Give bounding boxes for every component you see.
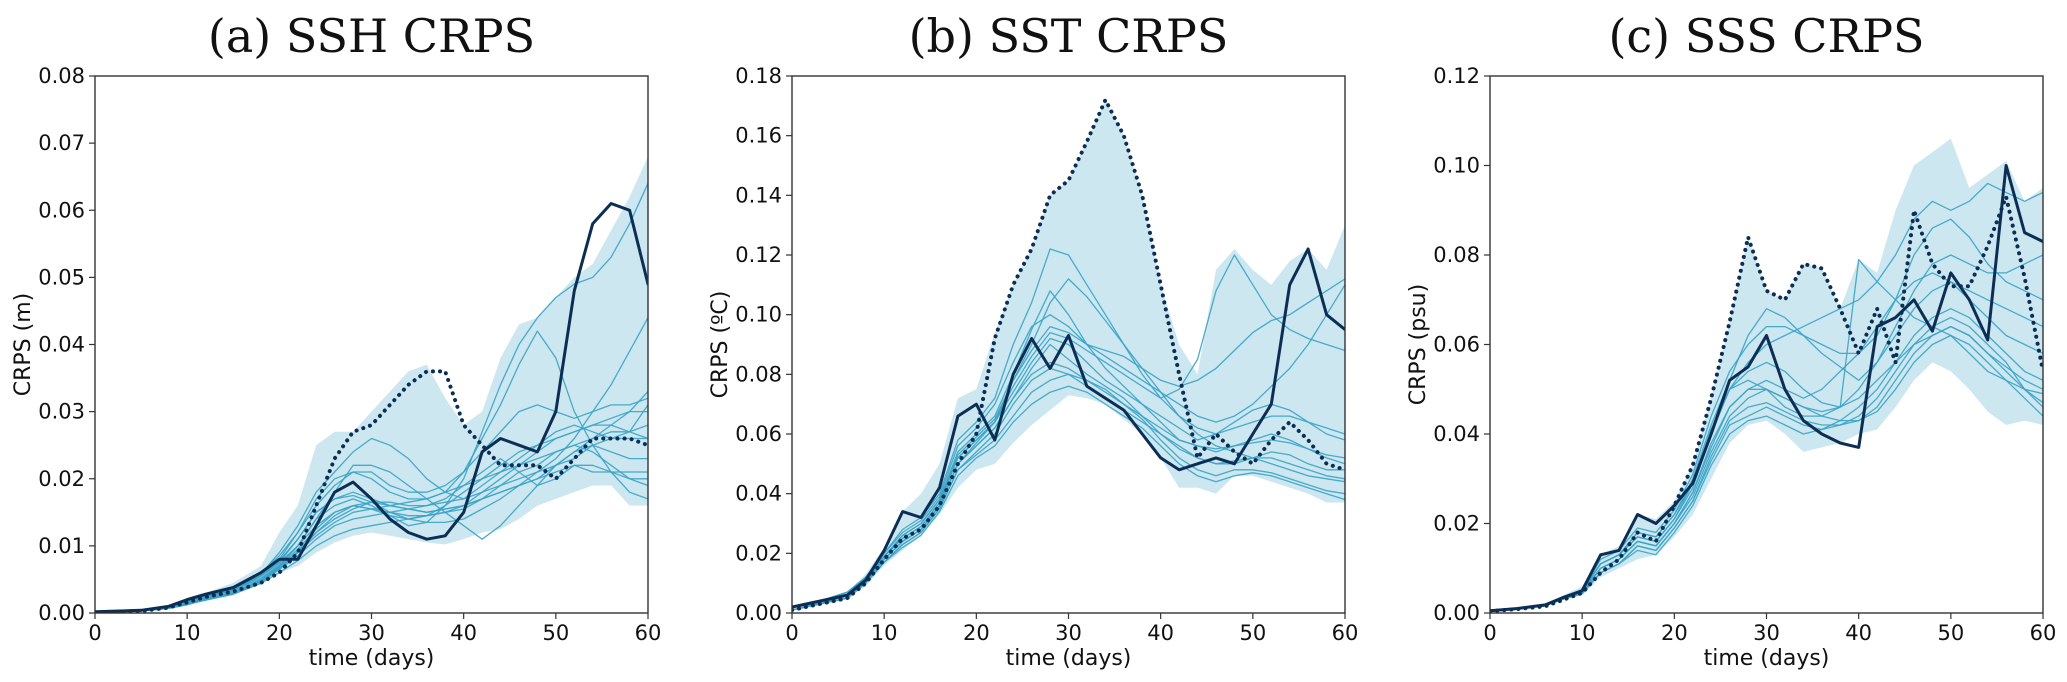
y-tick-label: 0.06: [1433, 333, 1480, 357]
panel-sst: 0 10 20 30 40 50 60 0.00 0.02 0.04 0.06 0.08 0.10 0.1…: [708, 9, 1358, 671]
panel-title: (c) SSS CRPS: [1608, 9, 1924, 63]
series-highlight-solid: [1490, 164, 2043, 613]
y-tick-label: 0.00: [735, 601, 782, 625]
envelope-band: [1490, 138, 2043, 611]
y-tick-label: 0.12: [735, 243, 782, 267]
x-tick-label: 60: [2030, 621, 2057, 645]
series-ensemble-8: [1490, 218, 2043, 611]
plot-area: [1490, 138, 2043, 613]
y-tick-label: 0.06: [38, 198, 85, 222]
envelope-band: [95, 156, 648, 613]
x-axis-label: time (days): [309, 646, 435, 671]
envelope-band: [792, 99, 1345, 611]
y-tick-label: 0.16: [735, 124, 782, 148]
panel-title: (a) SSH CRPS: [208, 9, 535, 63]
y-tick-label: 0.01: [38, 534, 85, 558]
y-tick-label: 0.10: [735, 303, 782, 327]
x-tick-label: 60: [1332, 621, 1359, 645]
x-tick-label: 20: [1661, 621, 1688, 645]
series-ensemble-7: [792, 284, 1345, 608]
y-tick-label: 0.02: [735, 541, 782, 565]
x-tick-label: 20: [963, 621, 990, 645]
x-tick-label: 40: [1147, 621, 1174, 645]
series-ensemble-11: [792, 367, 1345, 611]
series-ensemble-10: [1490, 254, 2043, 611]
series-highlight-solid: [95, 202, 648, 613]
y-axis-label: CRPS (ºC): [708, 291, 733, 399]
y-tick-label: 0.00: [1433, 601, 1480, 625]
x-tick-label: 50: [1239, 621, 1266, 645]
x-tick-label: 20: [266, 621, 293, 645]
series-highlight-solid: [792, 247, 1345, 609]
y-tick-label: 0.14: [735, 183, 782, 207]
x-tick-label: 40: [1845, 621, 1872, 645]
panel-sss: 0 10 20 30 40 50 60 0.00 0.02 0.04 0.06 0.08 0.10 0.1…: [1406, 9, 2056, 671]
series-ensemble-11: [1490, 334, 2043, 612]
y-tick-label: 0.02: [38, 467, 85, 491]
x-axis-label: time (days): [1006, 646, 1132, 671]
y-tick-label: 0.00: [38, 601, 85, 625]
x-tick-label: 60: [635, 621, 662, 645]
x-tick-label: 40: [450, 621, 477, 645]
series-ensemble-14: [95, 444, 648, 613]
series-highlight-dotted: [1490, 194, 2043, 613]
series-highlight-dotted: [95, 369, 648, 613]
y-tick-label: 0.18: [735, 64, 782, 88]
y-tick-label: 0.06: [735, 422, 782, 446]
panel-ssh: 0 10 20 30 40 50 60 0.00 0.01 0.02 0.03 0.04 0.05 0.0…: [11, 9, 661, 671]
x-tick-label: 50: [1937, 621, 1964, 645]
series-ensemble-10: [792, 278, 1345, 608]
plot-area: [95, 156, 648, 613]
x-tick-label: 30: [358, 621, 385, 645]
x-tick-label: 0: [88, 621, 101, 645]
x-tick-label: 50: [542, 621, 569, 645]
x-tick-label: 0: [785, 621, 798, 645]
x-tick-label: 10: [1569, 621, 1596, 645]
y-tick-label: 0.05: [38, 265, 85, 289]
series-ensemble-4: [792, 248, 1345, 608]
y-tick-label: 0.02: [1433, 512, 1480, 536]
x-tick-label: 10: [871, 621, 898, 645]
series-ensemble-6: [792, 385, 1345, 611]
y-tick-label: 0.10: [1433, 154, 1480, 178]
y-tick-label: 0.08: [38, 64, 85, 88]
y-tick-label: 0.12: [1433, 64, 1480, 88]
series-ensemble-12: [95, 424, 648, 613]
series-ensemble-9: [1490, 325, 2043, 612]
panel-title: (b) SST CRPS: [909, 9, 1229, 63]
x-tick-label: 30: [1753, 621, 1780, 645]
x-axis-label: time (days): [1704, 646, 1830, 671]
y-tick-label: 0.04: [38, 333, 85, 357]
plot-area: [792, 97, 1345, 612]
y-axis-label: CRPS (m): [11, 293, 36, 396]
y-axis-label: CRPS (psu): [1406, 284, 1431, 405]
y-tick-label: 0.04: [1433, 422, 1480, 446]
x-tick-label: 30: [1055, 621, 1082, 645]
y-tick-label: 0.04: [735, 482, 782, 506]
y-tick-label: 0.07: [38, 131, 85, 155]
y-tick-label: 0.08: [735, 362, 782, 386]
x-tick-label: 10: [174, 621, 201, 645]
y-tick-label: 0.08: [1433, 243, 1480, 267]
series-highlight-dotted: [792, 97, 1345, 612]
y-tick-label: 0.03: [38, 400, 85, 424]
x-tick-label: 0: [1483, 621, 1496, 645]
